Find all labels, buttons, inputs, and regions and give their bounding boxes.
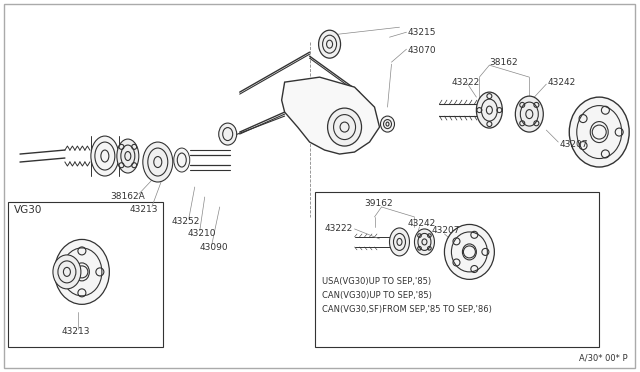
Text: CAN(VG30)UP TO SEP,'85): CAN(VG30)UP TO SEP,'85) bbox=[321, 291, 431, 300]
Text: 43222: 43222 bbox=[451, 78, 479, 87]
Text: 43252: 43252 bbox=[172, 218, 200, 227]
Ellipse shape bbox=[444, 224, 494, 279]
Ellipse shape bbox=[54, 240, 109, 304]
Ellipse shape bbox=[515, 96, 543, 132]
Text: 43242: 43242 bbox=[547, 78, 575, 87]
Ellipse shape bbox=[476, 92, 502, 128]
Text: 43207: 43207 bbox=[431, 227, 460, 235]
Text: 43207: 43207 bbox=[559, 140, 588, 148]
Text: 38162A: 38162A bbox=[110, 192, 145, 202]
Text: VG30: VG30 bbox=[14, 205, 42, 215]
Ellipse shape bbox=[328, 108, 362, 146]
Text: USA(VG30)UP TO SEP,'85): USA(VG30)UP TO SEP,'85) bbox=[321, 278, 431, 286]
Text: 39162: 39162 bbox=[365, 199, 393, 208]
Ellipse shape bbox=[143, 142, 173, 182]
Ellipse shape bbox=[53, 255, 81, 289]
Text: 38162: 38162 bbox=[490, 58, 518, 67]
Text: 43213: 43213 bbox=[62, 327, 90, 336]
Polygon shape bbox=[282, 77, 380, 154]
Ellipse shape bbox=[415, 229, 435, 255]
Ellipse shape bbox=[569, 97, 629, 167]
Text: 43213: 43213 bbox=[130, 205, 158, 215]
Text: 43222: 43222 bbox=[324, 224, 353, 234]
Bar bbox=[8, 202, 163, 347]
Ellipse shape bbox=[381, 116, 394, 132]
Ellipse shape bbox=[219, 123, 237, 145]
Text: 43242: 43242 bbox=[408, 219, 436, 228]
Text: 43215: 43215 bbox=[408, 28, 436, 37]
Text: 43070: 43070 bbox=[408, 46, 436, 55]
Bar bbox=[315, 192, 599, 347]
Ellipse shape bbox=[174, 148, 189, 172]
Text: A/30* 00* P: A/30* 00* P bbox=[579, 353, 628, 362]
Ellipse shape bbox=[91, 136, 119, 176]
Ellipse shape bbox=[319, 30, 340, 58]
Text: 43090: 43090 bbox=[200, 243, 228, 253]
Ellipse shape bbox=[117, 139, 139, 173]
Text: CAN(VG30,SF)FROM SEP,'85 TO SEP,'86): CAN(VG30,SF)FROM SEP,'85 TO SEP,'86) bbox=[321, 305, 492, 314]
Text: 43210: 43210 bbox=[188, 230, 216, 238]
Ellipse shape bbox=[390, 228, 410, 256]
